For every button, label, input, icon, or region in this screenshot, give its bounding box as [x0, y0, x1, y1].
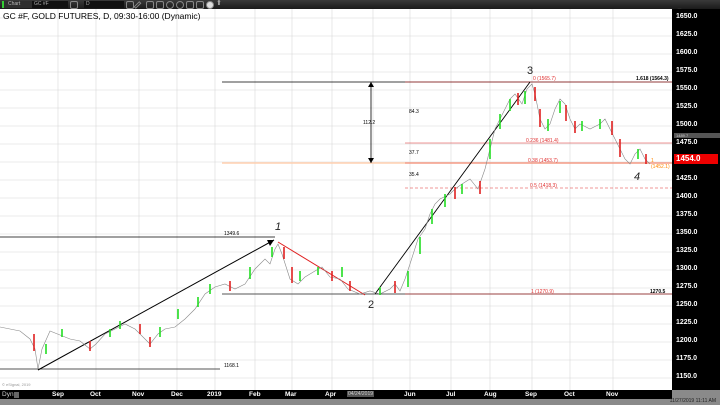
symbol-input[interactable]: GC #F: [32, 1, 68, 8]
y-tick: 1650.0: [676, 13, 698, 20]
copyright: © eSignal, 2019: [2, 382, 31, 387]
x-tick: Feb: [249, 391, 261, 398]
wave-label-4: 4: [634, 171, 641, 183]
fib-label-038: 0.38 (1453.7): [528, 158, 558, 164]
pencil-icon[interactable]: [133, 1, 142, 9]
x-tick: Nov: [606, 391, 619, 398]
level-label-1618: 1.618 (1564.3): [636, 76, 669, 82]
time-axis[interactable]: [0, 390, 672, 399]
fib-label-0236: 0.236 (1481.4): [526, 138, 559, 144]
fib-label-05: 0.5 (1418.3): [530, 183, 557, 189]
wave-label-2: 2: [368, 299, 375, 311]
fib-label-0: 0 (1565.7): [533, 76, 556, 82]
x-tick: Oct: [564, 391, 575, 398]
y-tick: 1500.0: [676, 121, 698, 128]
last-price-tag: 1454.0: [674, 154, 718, 164]
level-label-1270: 1270.5: [650, 289, 666, 295]
settings-icon[interactable]: [186, 1, 194, 9]
y-tick: 1325.0: [676, 247, 698, 254]
x-tick: Mar: [285, 391, 297, 398]
chart-title: GC #F, GOLD FUTURES, D, 09:30-16:00 (Dyn…: [3, 11, 201, 21]
alert-icon[interactable]: [176, 1, 184, 9]
x-tick: Jul: [446, 391, 456, 398]
y-tick: 1175.0: [676, 355, 698, 362]
y-tick: 1525.0: [676, 103, 698, 110]
toolbar: Chart GC #F D ⬆: [0, 0, 720, 9]
x-tick: Sep: [52, 391, 64, 398]
clock-icon[interactable]: [166, 1, 174, 9]
x-tick: Dec: [171, 391, 183, 398]
y-tick: 1275.0: [676, 283, 698, 290]
price-axis[interactable]: [672, 9, 720, 390]
x-tick: Apr: [325, 391, 337, 398]
y-tick: 1475.0: [676, 139, 698, 146]
wave-label-3: 3: [527, 65, 534, 77]
fib-label-1-orange: 1 (1452.1): [651, 158, 670, 170]
y-tick: 1225.0: [676, 319, 698, 326]
draw-tool-icon[interactable]: [146, 1, 154, 9]
interval-input[interactable]: D: [84, 1, 124, 8]
pin-icon[interactable]: ⬆: [216, 0, 222, 7]
x-tick: Jun: [404, 391, 416, 398]
fib-label-1: 1 (1270.9): [531, 289, 554, 295]
x-tick: Oct: [90, 391, 101, 398]
previous-price-tag: 1489.7: [674, 133, 720, 138]
chart-tab[interactable]: Chart: [2, 1, 36, 8]
y-tick: 1300.0: [676, 265, 698, 272]
mode-label[interactable]: Dyn: [2, 391, 14, 398]
left-label-35: 35.4: [409, 172, 419, 178]
x-tick: 2019: [207, 391, 222, 398]
y-tick: 1200.0: [676, 337, 698, 344]
y-tick: 1600.0: [676, 49, 698, 56]
timestamp: 11/27/2019 11:11 AM: [669, 398, 716, 404]
chart-canvas: [0, 9, 672, 390]
measure-label: 112.2: [363, 120, 376, 126]
status-bar: 11/27/2019 11:11 AM: [0, 398, 720, 405]
link-icon[interactable]: [70, 1, 78, 9]
cursor-date: 04/24/2019: [347, 391, 375, 397]
chart-plot-area[interactable]: GC #F, GOLD FUTURES, D, 09:30-16:00 (Dyn…: [0, 7, 682, 390]
wave-label-1: 1: [275, 221, 282, 233]
y-tick: 1375.0: [676, 211, 698, 218]
y-tick: 1150.0: [676, 373, 698, 380]
y-tick: 1575.0: [676, 67, 698, 74]
y-tick: 1350.0: [676, 229, 698, 236]
link-icon-2[interactable]: [126, 1, 134, 9]
study-icon[interactable]: [156, 1, 164, 9]
y-tick: 1250.0: [676, 301, 698, 308]
color-icon[interactable]: [206, 1, 214, 9]
level-label-1349: 1349.6: [224, 231, 240, 237]
x-tick: Nov: [132, 391, 145, 398]
y-tick: 1550.0: [676, 85, 698, 92]
level-label-1168: 1168.1: [224, 363, 239, 369]
y-tick: 1400.0: [676, 193, 698, 200]
y-tick: 1625.0: [676, 31, 698, 38]
x-tick: Sep: [525, 391, 537, 398]
mode-toggle-icon[interactable]: [14, 392, 19, 398]
copy-icon[interactable]: [196, 1, 204, 9]
left-label-37: 37.7: [409, 150, 419, 156]
x-tick: Aug: [484, 391, 497, 398]
y-tick: 1425.0: [676, 175, 698, 182]
left-label-84: 84.3: [409, 109, 419, 115]
